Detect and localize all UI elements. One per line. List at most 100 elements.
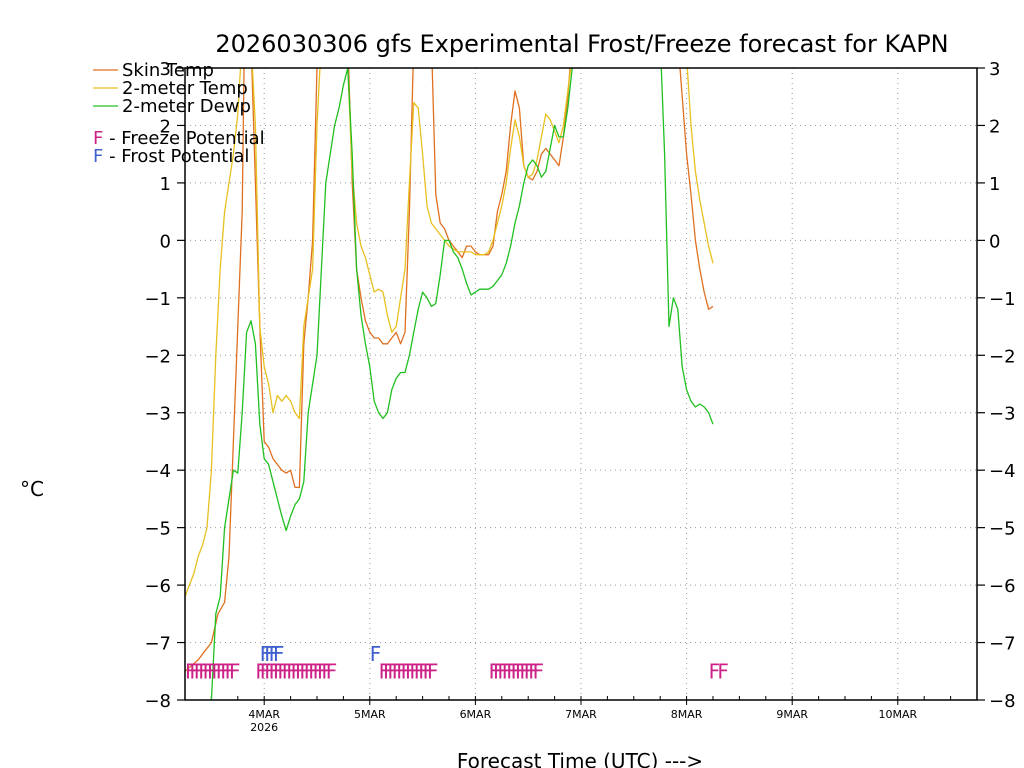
freeze-marker: F xyxy=(423,659,435,683)
y-tick-label-left: −7 xyxy=(144,634,171,655)
freeze-marker: F xyxy=(502,659,514,683)
freeze-marker: F xyxy=(321,659,333,683)
freeze-marker: F xyxy=(379,659,391,683)
y-tick-label-right: 2 xyxy=(989,116,1000,137)
freeze-marker: F xyxy=(216,659,228,683)
freeze-marker: F xyxy=(528,659,540,683)
y-axis-label: °C xyxy=(20,477,44,501)
frost-marker: F xyxy=(269,642,281,666)
legend-text: - Freeze Potential xyxy=(103,128,264,149)
freeze-marker: F xyxy=(304,659,316,683)
freeze-marker: F xyxy=(295,659,307,683)
y-tick-label-left: −3 xyxy=(144,404,171,425)
y-tick-label-right: −2 xyxy=(989,346,1016,367)
freeze-marker: F xyxy=(396,659,408,683)
x-tick-label: 5MAR xyxy=(354,708,386,721)
plot-frame xyxy=(184,67,978,701)
x-axis-label: Forecast Time (UTC) ---> xyxy=(457,749,703,768)
legend-text: - Frost Potential xyxy=(103,146,249,167)
freeze-marker: F xyxy=(269,659,281,683)
freeze-marker: F xyxy=(717,659,729,683)
frost-marker: F xyxy=(370,642,382,666)
chart-title: 2026030306 gfs Experimental Frost/Freeze… xyxy=(215,30,948,58)
freeze-marker: F xyxy=(185,659,197,683)
freeze-marker: F xyxy=(511,659,523,683)
freeze-marker: F xyxy=(299,659,311,683)
freeze-marker: F xyxy=(387,659,399,683)
freeze-marker: F xyxy=(409,659,421,683)
freeze-marker: F xyxy=(392,659,404,683)
series-lines xyxy=(185,68,714,700)
freeze-marker: F xyxy=(313,659,325,683)
freeze-marker: F xyxy=(427,659,439,683)
y-axis-ticks: 3 3 2 2 1 1 0 0 −1 −1 −2 −2 −3 −3 −4 −4 −5 −5 −6 −6 −7 −7 −8 −8 xyxy=(144,59,1015,712)
freeze-marker: F xyxy=(308,659,320,683)
freeze-marker: F xyxy=(405,659,417,683)
freeze-marker: F xyxy=(189,659,201,683)
freeze-marker: F xyxy=(211,659,223,683)
freeze-marker: F xyxy=(418,659,430,683)
y-tick-label-right: −3 xyxy=(989,404,1016,425)
y-tick-label-right: 1 xyxy=(989,174,1000,195)
y-tick-label-right: 0 xyxy=(989,231,1000,252)
y-tick-label-right: −1 xyxy=(989,289,1016,310)
frost-marker: F xyxy=(273,642,285,666)
x-tick-label: 9MAR xyxy=(776,708,808,721)
legend-label-frost-potential: F - Frost Potential xyxy=(93,146,249,167)
freeze-marker: F xyxy=(203,659,215,683)
legend-letter: F xyxy=(93,146,103,167)
freeze-marker: F xyxy=(264,659,276,683)
series-line-1 xyxy=(185,68,714,597)
y-tick-label-left: −2 xyxy=(144,346,171,367)
series-line-2 xyxy=(210,68,714,700)
freeze-marker: F xyxy=(506,659,518,683)
freeze-marker: F xyxy=(497,659,509,683)
freeze-marker: F xyxy=(519,659,531,683)
freeze-marker: F xyxy=(414,659,426,683)
freeze-marker: F xyxy=(515,659,527,683)
y-tick-label-left: −6 xyxy=(144,576,171,597)
y-tick-label-left: −1 xyxy=(144,289,171,310)
y-tick-label-right: −8 xyxy=(989,691,1016,712)
freeze-marker: F xyxy=(229,659,241,683)
freeze-marker: F xyxy=(286,659,298,683)
frost-marker: F xyxy=(264,642,276,666)
y-tick-label-right: −7 xyxy=(989,634,1016,655)
freeze-marker: F xyxy=(194,659,206,683)
x-tick-label: 6MAR xyxy=(460,708,492,721)
y-tick-label-right: −5 xyxy=(989,519,1016,540)
freeze-marker: F xyxy=(326,659,338,683)
y-tick-label-left: 3 xyxy=(160,59,171,80)
freeze-marker: F xyxy=(489,659,501,683)
freeze-marker: F xyxy=(207,659,219,683)
grid-lines xyxy=(185,68,977,700)
legend: Skin Temp 2-meter Temp 2-meter Dewp F - … xyxy=(93,60,265,167)
freeze-marker: F xyxy=(383,659,395,683)
x-tick-label: 4MAR xyxy=(248,708,280,721)
y-tick-label-left: 1 xyxy=(160,174,171,195)
freeze-marker: F xyxy=(533,659,545,683)
y-tick-label-left: −4 xyxy=(144,461,171,482)
x-tick-label: 7MAR xyxy=(565,708,597,721)
x-tick-label: 10MAR xyxy=(878,708,917,721)
x-tick-label: 8MAR xyxy=(671,708,703,721)
freeze-marker: F xyxy=(401,659,413,683)
freeze-marker: F xyxy=(255,659,267,683)
freeze-marker: F xyxy=(220,659,232,683)
y-tick-label-left: −8 xyxy=(144,691,171,712)
series-line-0 xyxy=(185,68,714,672)
frost-marker: F xyxy=(260,642,272,666)
y-tick-label-left: 2 xyxy=(160,116,171,137)
legend-label-2m-dewp: 2-meter Dewp xyxy=(122,96,251,117)
freeze-marker: F xyxy=(709,659,721,683)
freeze-marker: F xyxy=(260,659,272,683)
freeze-marker: F xyxy=(198,659,210,683)
x-tick-sublabel: 2026 xyxy=(250,721,278,734)
y-tick-label-right: −4 xyxy=(989,461,1016,482)
y-tick-label-left: −5 xyxy=(144,519,171,540)
freeze-marker: F xyxy=(493,659,505,683)
freeze-marker: F xyxy=(277,659,289,683)
